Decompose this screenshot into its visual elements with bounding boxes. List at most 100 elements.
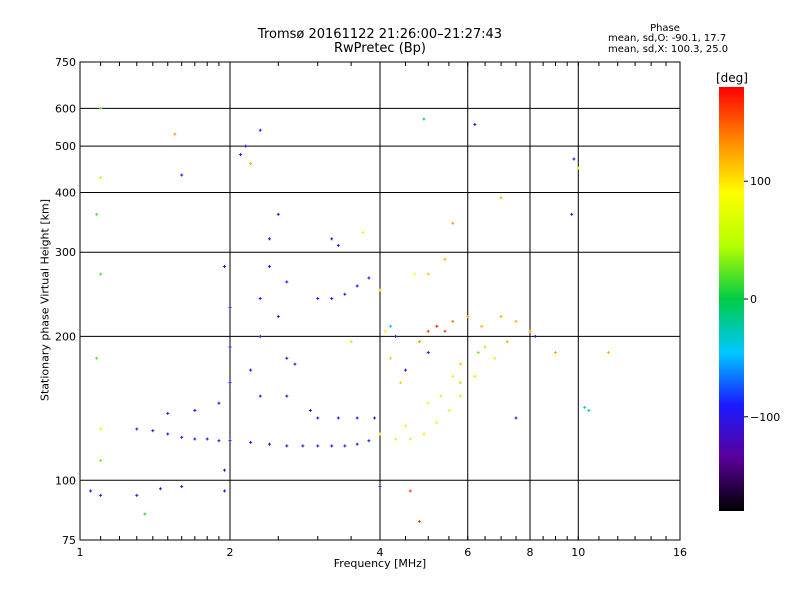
data-point xyxy=(151,429,155,433)
data-point xyxy=(408,437,412,441)
y-tick-label: 75 xyxy=(62,534,76,547)
x-tick-label: 6 xyxy=(464,546,471,559)
data-point xyxy=(99,175,103,179)
data-point xyxy=(361,230,365,234)
data-point xyxy=(443,329,447,333)
data-point xyxy=(378,485,382,489)
data-point xyxy=(267,237,271,241)
data-point xyxy=(355,442,359,446)
data-point xyxy=(514,416,518,420)
data-point xyxy=(583,405,587,409)
data-point xyxy=(413,272,417,276)
data-point xyxy=(451,319,455,323)
data-point xyxy=(99,106,103,110)
data-point xyxy=(466,315,470,319)
data-point xyxy=(383,329,387,333)
data-point xyxy=(99,272,103,276)
data-point xyxy=(267,265,271,269)
y-axis-ticks: 75 100 200 300 400 500 600 750 xyxy=(55,56,76,547)
data-point xyxy=(394,334,398,338)
data-point xyxy=(180,173,184,177)
data-point xyxy=(576,166,580,170)
data-point xyxy=(99,458,103,462)
grid xyxy=(80,62,680,540)
y-tick-label: 750 xyxy=(55,56,76,69)
data-point xyxy=(95,212,99,216)
data-point xyxy=(378,288,382,292)
data-point xyxy=(135,493,139,497)
data-point xyxy=(223,489,227,493)
data-point xyxy=(426,329,430,333)
x-axis-ticks: 1 2 4 6 8 10 16 xyxy=(77,62,687,559)
data-point xyxy=(493,356,497,360)
data-point xyxy=(336,243,340,247)
data-point xyxy=(408,489,412,493)
data-point xyxy=(217,401,221,405)
phase-legend-x-stats: mean, sd,X: 100.3, 25.0 xyxy=(608,44,729,55)
x-tick-label: 2 xyxy=(227,546,234,559)
y-tick-label: 300 xyxy=(55,246,76,259)
colorbar-tick-label: 100 xyxy=(750,175,771,188)
data-point xyxy=(378,432,382,436)
data-point xyxy=(285,280,289,284)
data-point xyxy=(249,368,253,372)
data-point xyxy=(533,334,537,338)
data-point xyxy=(473,374,477,378)
data-point xyxy=(587,408,591,412)
data-point xyxy=(367,276,371,280)
data-point xyxy=(249,161,253,165)
data-point xyxy=(135,427,139,431)
data-point xyxy=(228,439,232,443)
colorbar-tick-label: 0 xyxy=(750,293,757,306)
data-point xyxy=(336,416,340,420)
data-point xyxy=(373,416,377,420)
phase-legend-o-stats: mean, sd,O: -90.1, 17.7 xyxy=(608,33,727,44)
data-point xyxy=(173,132,177,136)
data-point xyxy=(426,351,430,355)
data-point xyxy=(89,489,93,493)
data-point xyxy=(355,416,359,420)
data-point xyxy=(228,345,232,349)
chart-subtitle: RwPretec (Bp) xyxy=(333,41,427,56)
y-tick-label: 600 xyxy=(55,102,76,115)
data-point xyxy=(394,437,398,441)
data-point xyxy=(285,394,289,398)
data-point xyxy=(228,381,232,385)
data-point xyxy=(417,519,421,523)
data-point xyxy=(223,265,227,269)
y-tick-label: 500 xyxy=(55,140,76,153)
colorbar-tick-label: −100 xyxy=(750,411,780,424)
data-point xyxy=(439,394,443,398)
data-point xyxy=(505,340,509,344)
data-point xyxy=(389,356,393,360)
data-point xyxy=(316,444,320,448)
data-point xyxy=(95,356,99,360)
data-point xyxy=(308,408,312,412)
data-point xyxy=(180,485,184,489)
data-point xyxy=(343,292,347,296)
data-point xyxy=(285,444,289,448)
phase-legend-title: Phase xyxy=(650,23,680,34)
data-point xyxy=(258,394,262,398)
data-point xyxy=(316,297,320,301)
data-point xyxy=(330,237,334,241)
data-point xyxy=(480,324,484,328)
data-point xyxy=(301,444,305,448)
data-point xyxy=(417,340,421,344)
data-point xyxy=(451,221,455,225)
data-point xyxy=(426,272,430,276)
colorbar-unit-label: [deg] xyxy=(716,71,748,85)
data-point xyxy=(293,362,297,366)
data-point xyxy=(458,394,462,398)
chart-title: Tromsø 20161122 21:26:00–21:27:43 xyxy=(257,27,503,42)
x-tick-label: 8 xyxy=(527,546,534,559)
data-point xyxy=(330,297,334,301)
data-point xyxy=(267,442,271,446)
data-point xyxy=(330,444,334,448)
data-point xyxy=(355,284,359,288)
data-point xyxy=(158,487,162,491)
data-point xyxy=(553,351,557,355)
colorbar xyxy=(719,87,744,511)
data-point xyxy=(285,356,289,360)
